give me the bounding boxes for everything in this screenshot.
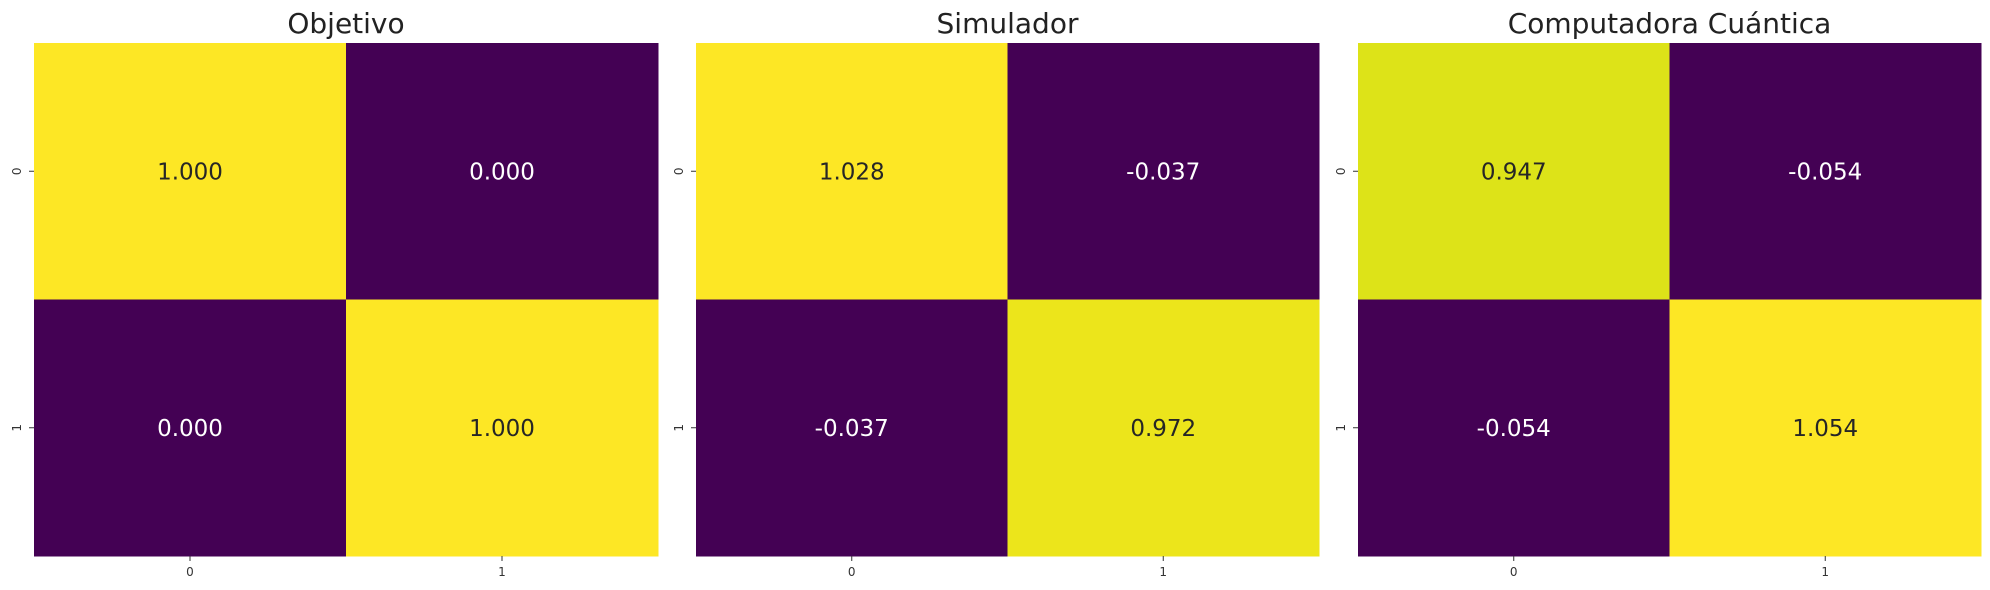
cell-value-label: -0.054 — [1477, 416, 1551, 442]
cell-value-label: 1.054 — [1792, 416, 1858, 442]
cell-value-label: 1.000 — [157, 159, 223, 185]
x-tick-label: 1 — [498, 565, 506, 579]
heatmap-cell — [1358, 43, 1670, 300]
panel-title: Simulador — [937, 7, 1079, 40]
x-tick-label: 1 — [1821, 565, 1829, 579]
heatmap-panel-2: Computadora Cuántica 0.947 -0.054 -0.054 1.0… — [1334, 7, 1982, 579]
panel-title: Computadora Cuántica — [1508, 7, 1832, 40]
panel-title: Objetivo — [287, 7, 404, 40]
cell-value-label: 0.000 — [157, 416, 223, 442]
cell-value-label: 0.972 — [1130, 416, 1196, 442]
x-tick-label: 1 — [1159, 565, 1167, 579]
cell-value-label: 0.000 — [469, 159, 535, 185]
heatmap-cell — [34, 299, 347, 557]
heatmap-cell — [1669, 299, 1982, 557]
cell-value-label: 0.947 — [1481, 159, 1547, 185]
x-tick-label: 0 — [848, 565, 856, 579]
heatmap-panel-1: Simulador 1.028 -0.037 -0.037 0.972 0 1 0 1 — [672, 7, 1320, 579]
heatmap-cell — [34, 43, 347, 300]
heatmap-cell — [696, 43, 1008, 300]
heatmap-cell — [696, 299, 1008, 557]
cell-value-label: 1.000 — [469, 416, 535, 442]
y-tick-label: 1 — [10, 424, 24, 432]
y-tick-label: 0 — [672, 167, 686, 175]
y-tick-label: 1 — [672, 424, 686, 432]
y-tick-label: 1 — [1334, 424, 1348, 432]
heatmap-cell — [346, 43, 659, 300]
cell-value-label: -0.054 — [1788, 159, 1862, 185]
heatmap-cell — [1358, 299, 1670, 557]
heatmap-cell — [1669, 43, 1982, 300]
x-tick-label: 0 — [1510, 565, 1518, 579]
heatmap-panel-0: Objetivo 1.000 0.000 0.000 1.000 0 1 0 1 — [10, 7, 659, 579]
cell-value-label: -0.037 — [1126, 159, 1200, 185]
x-tick-label: 0 — [186, 565, 194, 579]
heatmap-cell — [1007, 299, 1320, 557]
y-tick-label: 0 — [10, 167, 24, 175]
heatmap-cell — [346, 299, 659, 557]
cell-value-label: 1.028 — [819, 159, 885, 185]
heatmap-cell — [1007, 43, 1320, 300]
y-tick-label: 0 — [1334, 167, 1348, 175]
cell-value-label: -0.037 — [815, 416, 889, 442]
